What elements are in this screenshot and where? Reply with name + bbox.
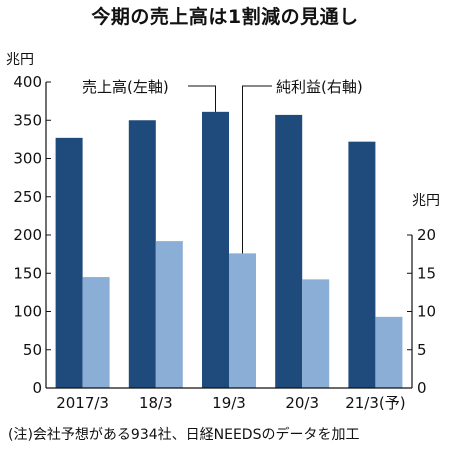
series-labels: 売上高(左軸) 純利益(右軸) [82, 78, 363, 254]
right-tick-label: 5 [417, 341, 427, 359]
bar-net-profit [82, 277, 110, 388]
bar-net-profit [375, 316, 403, 388]
footnote: (注)会社予想がある934社、日経NEEDSのデータを加工 [8, 427, 360, 443]
bar-net-profit [302, 279, 330, 388]
left-tick-label: 300 [13, 150, 42, 168]
bar-net-profit [155, 241, 183, 388]
left-tick-label: 200 [13, 226, 42, 244]
left-tick-label: 50 [23, 341, 42, 359]
left-tick-label: 400 [13, 73, 42, 91]
left-axis-unit: 兆円 [6, 52, 34, 68]
left-tick-label: 350 [13, 111, 42, 129]
left-tick-label: 0 [32, 379, 42, 397]
bar-net-profit [229, 253, 256, 388]
right-tick-label: 10 [417, 303, 436, 321]
right-tick-label: 15 [417, 264, 436, 282]
axes [45, 82, 413, 389]
series-label-net-profit: 純利益(右軸) [276, 78, 363, 96]
chart-title: 今期の売上高は1割減の見通し [91, 6, 359, 28]
bar-sales [348, 141, 376, 388]
x-tick-label: 18/3 [139, 394, 173, 412]
left-tick-label: 150 [13, 264, 42, 282]
left-tick-label: 100 [13, 303, 42, 321]
bars [55, 111, 403, 389]
x-tick-label: 21/3(予) [345, 394, 405, 412]
right-axis-unit: 兆円 [412, 193, 440, 209]
bar-sales [55, 137, 83, 388]
right-tick-label: 20 [417, 226, 436, 244]
leader-line-sales [188, 85, 216, 112]
right-axis-ticks: 0 5 10 15 20 [407, 226, 436, 397]
x-tick-label: 19/3 [212, 394, 246, 412]
x-tick-label: 2017/3 [56, 394, 109, 412]
leader-line-net-profit [242, 85, 272, 254]
right-tick-label: 0 [417, 379, 427, 397]
x-axis-ticks: 2017/3 18/3 19/3 20/3 21/3(予) [56, 394, 405, 412]
x-tick-label: 20/3 [285, 394, 319, 412]
bar-sales [275, 114, 303, 389]
series-label-sales: 売上高(左軸) [82, 78, 169, 96]
bar-sales [202, 111, 229, 389]
bar-sales [128, 120, 156, 388]
left-tick-label: 250 [13, 188, 42, 206]
left-axis-ticks: 0 50 100 150 200 250 300 350 400 [13, 73, 51, 397]
